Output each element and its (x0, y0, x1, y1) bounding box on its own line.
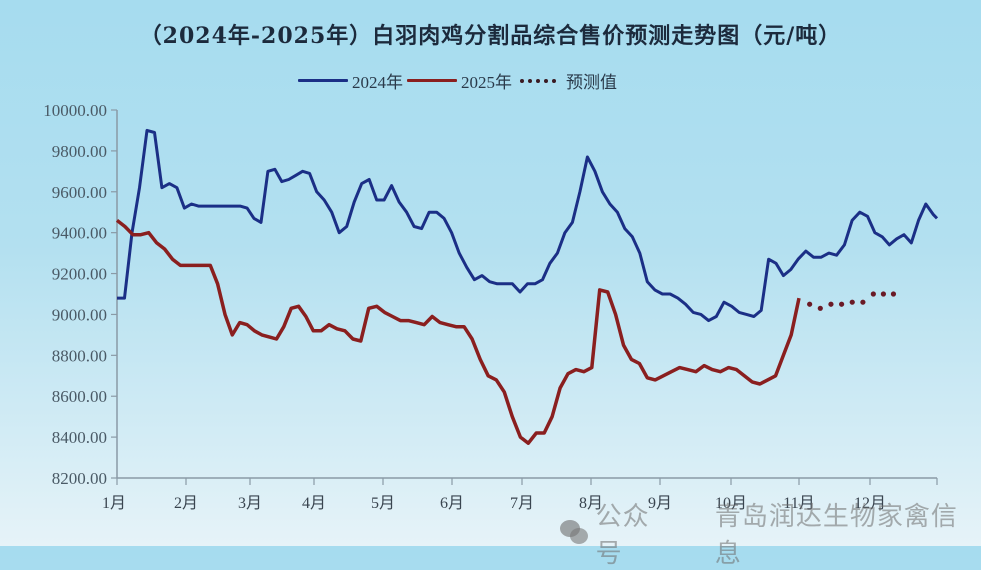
series-2025-line (115, 219, 801, 445)
x-tick-label: 5月 (371, 495, 395, 512)
legend-label-forecast: 预测值 (566, 73, 617, 92)
y-tick-label: 8600.00 (52, 387, 107, 406)
x-tick-label: 1月 (102, 495, 126, 512)
y-tick-label: 8200.00 (52, 469, 107, 488)
x-tick-label: 6月 (440, 495, 464, 512)
legend-item-2025: 2025年 (407, 68, 512, 93)
x-axis: 1月 2月 3月 4月 5月 6月 7月 8月 9月 10月 11月 12月 (102, 477, 938, 512)
x-tick-label: 4月 (302, 495, 326, 512)
line-chart: 10000.00 9800.00 9600.00 9400.00 9200.00 9000… (43, 101, 939, 512)
x-tick-label: 10月 (715, 495, 747, 512)
watermark: 公众号 青岛润达生物家禽信息 (560, 496, 981, 570)
legend-dots-forecast (520, 78, 556, 83)
forecast-point (817, 305, 823, 311)
forecast-point (880, 291, 887, 297)
forecast-point (870, 291, 876, 297)
x-tick-label: 12月 (854, 495, 886, 512)
watermark-name: 青岛润达生物家禽信息 (714, 502, 958, 569)
legend-label-2025: 2025年 (461, 73, 512, 92)
legend-item-2024: 2024年 (298, 68, 403, 93)
y-tick-label: 9600.00 (52, 183, 107, 202)
forecast-point (860, 299, 866, 305)
y-tick-label: 10000.00 (43, 101, 107, 120)
wechat-icon (560, 520, 590, 546)
legend-swatch-2024 (298, 79, 348, 82)
y-tick-label: 9000.00 (52, 305, 107, 324)
y-tick-label: 8400.00 (52, 428, 107, 447)
legend-item-forecast: 预测值 (516, 68, 617, 93)
chart-title: （2024年-2025年）白羽肉鸡分割品综合售价预测走势图（元/吨） (139, 23, 842, 49)
legend-swatch-2025 (407, 79, 457, 82)
forecast-point (890, 291, 897, 297)
forecast-dots (807, 291, 897, 311)
chart-legend: 2024年 2025年 预测值 (298, 68, 621, 93)
x-tick-label: 8月 (579, 495, 603, 512)
y-tick-label: 9800.00 (52, 142, 107, 161)
x-tick-label: 11月 (783, 495, 814, 512)
series-2024-line (117, 128, 939, 323)
forecast-point (828, 301, 834, 307)
x-tick-label: 9月 (648, 495, 672, 512)
forecast-point (807, 301, 813, 307)
y-tick-label: 8800.00 (52, 346, 107, 365)
watermark-prefix: 公众号 (595, 502, 650, 569)
y-axis: 10000.00 9800.00 9600.00 9400.00 9200.00 9000… (43, 101, 118, 488)
forecast-point (849, 299, 855, 305)
y-tick-label: 9200.00 (52, 265, 107, 284)
y-tick-label: 9400.00 (52, 224, 107, 243)
x-tick-label: 2月 (174, 495, 198, 512)
x-tick-label: 3月 (238, 495, 262, 512)
legend-label-2024: 2024年 (352, 73, 403, 92)
x-tick-label: 7月 (510, 495, 534, 512)
forecast-point (839, 301, 845, 307)
